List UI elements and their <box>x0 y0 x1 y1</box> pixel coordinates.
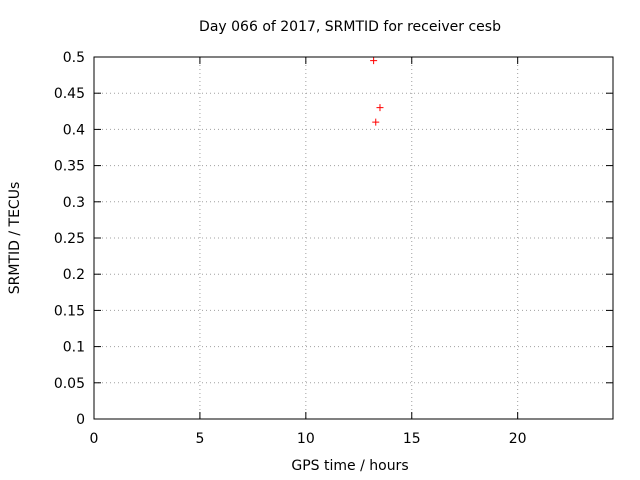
grid <box>94 57 613 419</box>
y-tick-label: 0.2 <box>63 267 85 283</box>
y-tick-label: 0.25 <box>54 231 85 247</box>
y-tick-label: 0.1 <box>63 340 85 356</box>
y-tick-label: 0.45 <box>54 86 85 102</box>
x-tick-label: 5 <box>195 431 204 447</box>
x-tick-label: 10 <box>297 431 315 447</box>
y-tick-label: 0.3 <box>63 195 85 211</box>
axis-ticks: 0 0.05 0.1 0.15 0.2 0.25 0.3 0.35 0.4 0.45 0.5 0 5 10… <box>54 50 613 447</box>
chart-title: Day 066 of 2017, SRMTID for receiver ces… <box>199 19 501 35</box>
data-point <box>370 57 378 65</box>
data-points <box>370 57 384 126</box>
x-axis-label: GPS time / hours <box>291 458 408 474</box>
y-tick-label: 0.05 <box>54 376 85 392</box>
y-axis-label: SRMTID / TECUs <box>7 182 23 295</box>
data-point <box>372 118 380 126</box>
y-tick-label: 0 <box>76 412 85 428</box>
y-tick-label: 0.35 <box>54 159 85 175</box>
y-tick-label: 0.4 <box>63 122 85 138</box>
y-tick-label: 0.5 <box>63 50 85 66</box>
plot-frame <box>93 56 614 420</box>
data-point <box>376 104 384 112</box>
x-tick-label: 20 <box>509 431 527 447</box>
y-tick-label: 0.15 <box>54 303 85 319</box>
x-tick-label: 0 <box>90 431 99 447</box>
x-tick-label: 15 <box>403 431 421 447</box>
